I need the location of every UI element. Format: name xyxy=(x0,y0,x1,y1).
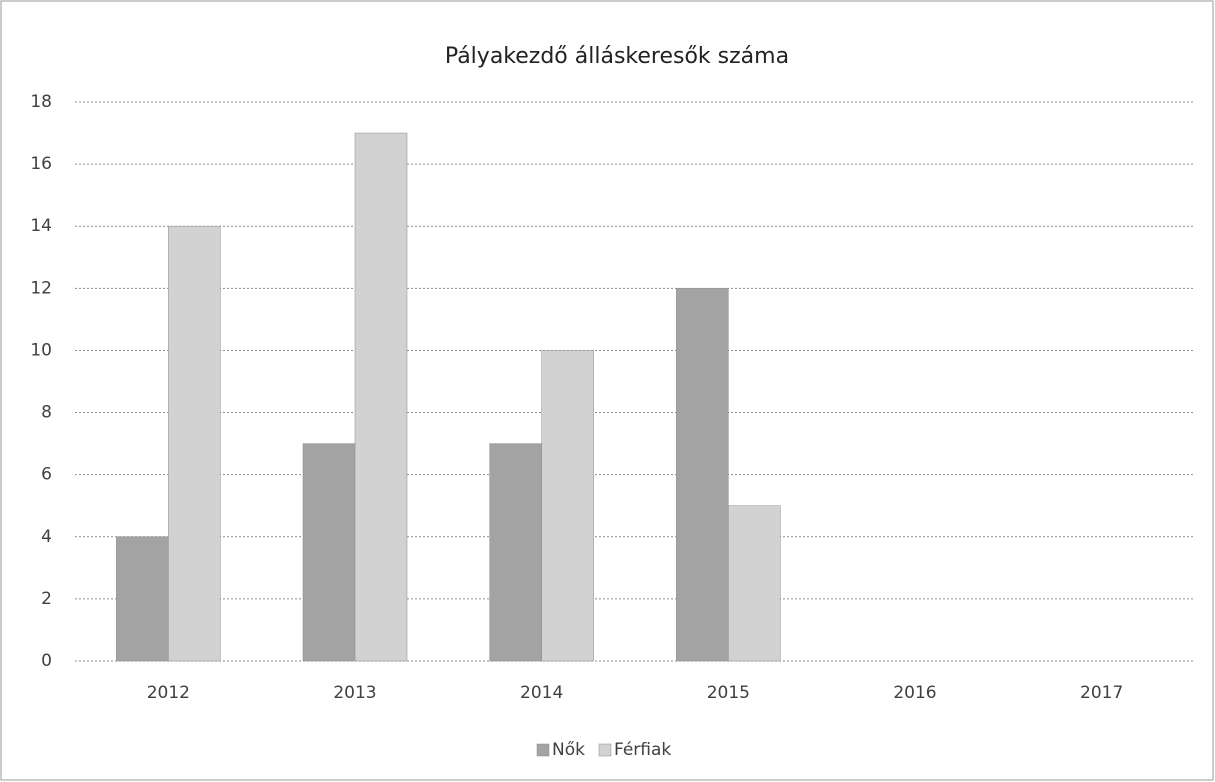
x-tick-label: 2014 xyxy=(520,683,563,703)
y-tick-label: 8 xyxy=(41,403,52,423)
legend-label: Nők xyxy=(552,740,585,760)
y-tick-label: 6 xyxy=(41,465,52,485)
bar xyxy=(728,505,781,662)
x-tick-label: 2017 xyxy=(1080,683,1123,703)
bar xyxy=(168,225,221,662)
y-tick-label: 4 xyxy=(41,527,52,547)
y-tick-label: 14 xyxy=(30,216,52,236)
bar xyxy=(541,350,594,662)
bar xyxy=(489,443,542,662)
y-tick-label: 18 xyxy=(30,92,52,112)
bar xyxy=(302,443,356,662)
bar xyxy=(676,288,729,662)
x-tick-label: 2016 xyxy=(893,683,936,703)
y-tick-label: 0 xyxy=(41,651,52,671)
y-tick-label: 2 xyxy=(41,589,52,609)
chart-title: Pályakezdő álláskeresők száma xyxy=(445,44,789,69)
legend-swatch xyxy=(598,743,612,757)
y-tick-label: 16 xyxy=(30,154,52,174)
y-tick-label: 12 xyxy=(30,278,52,298)
x-tick-label: 2012 xyxy=(147,683,190,703)
x-tick-label: 2015 xyxy=(707,683,750,703)
legend-swatch xyxy=(536,743,550,757)
legend-label: Férfiak xyxy=(614,740,671,760)
bar xyxy=(354,132,408,662)
bar xyxy=(116,536,169,662)
x-tick-label: 2013 xyxy=(333,683,376,703)
y-tick-label: 10 xyxy=(30,340,52,360)
